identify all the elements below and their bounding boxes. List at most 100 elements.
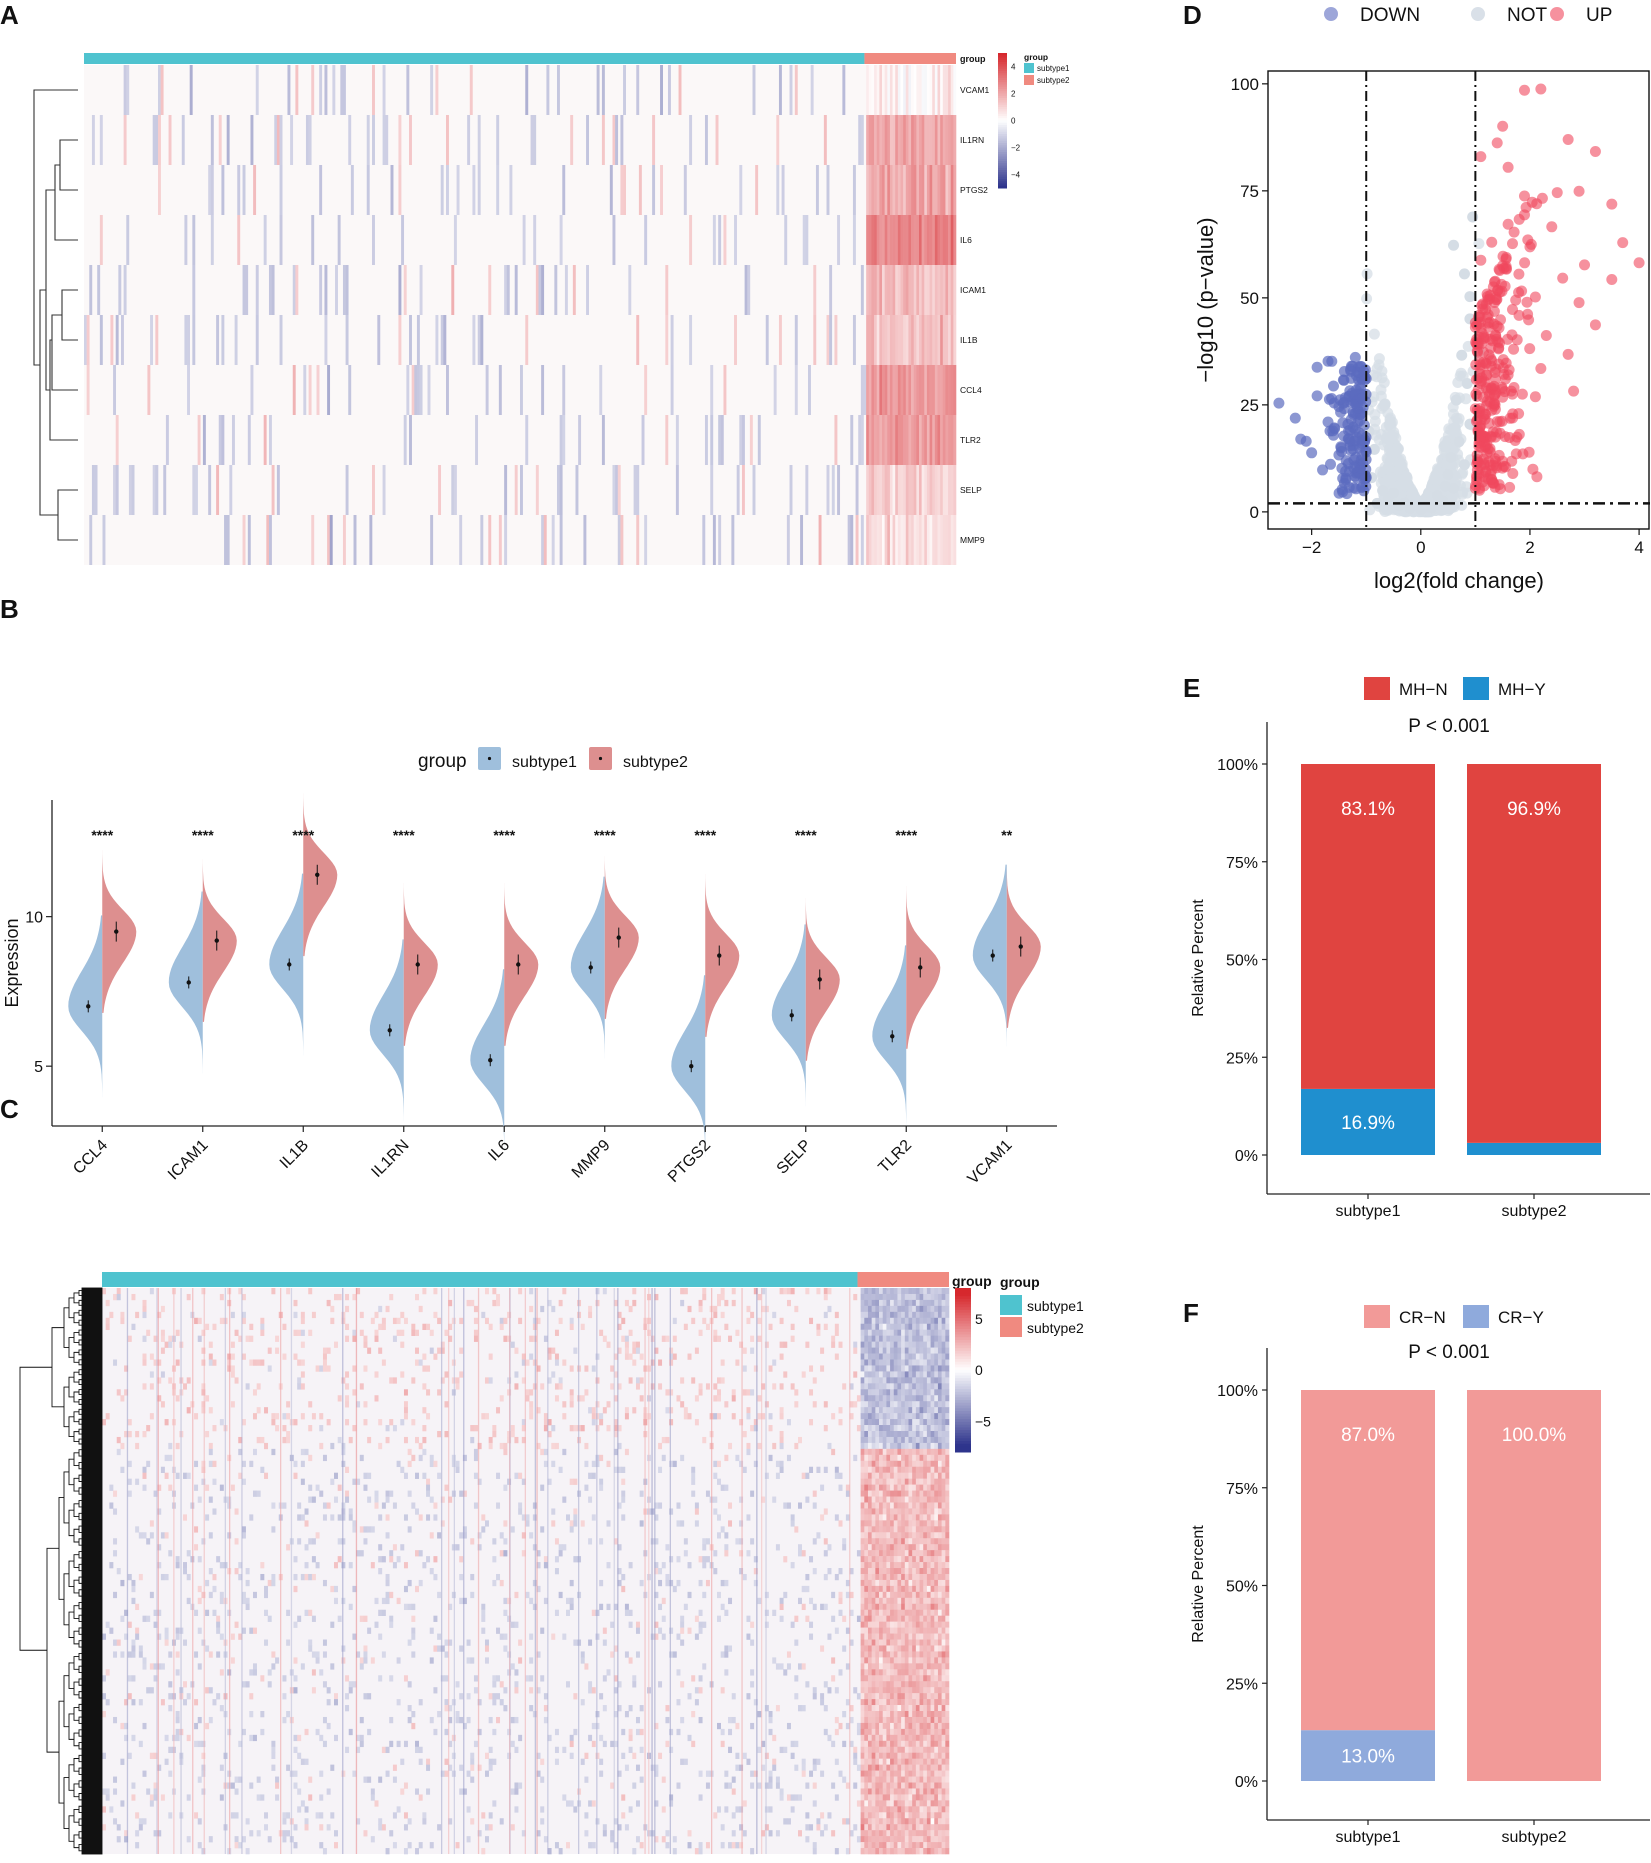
heatmap-c-cell bbox=[838, 1341, 843, 1348]
heatmap-c-cell bbox=[315, 1562, 320, 1569]
heatmap-cell bbox=[882, 515, 885, 565]
heatmap-c-cell bbox=[893, 1430, 898, 1438]
heatmap-c-cell bbox=[915, 1329, 920, 1336]
heatmap-cell bbox=[345, 265, 349, 315]
heatmap-c-cell bbox=[403, 1514, 408, 1521]
heatmap-c-cell bbox=[912, 1627, 917, 1634]
heatmap-c-cell bbox=[937, 1293, 942, 1301]
heatmap-c-cell bbox=[886, 1573, 891, 1581]
heatmap-c-cell bbox=[720, 1311, 725, 1319]
heatmap-c-cell bbox=[915, 1305, 920, 1313]
heatmap-c-cell bbox=[879, 1508, 884, 1515]
heatmap-c-cell bbox=[893, 1311, 898, 1319]
heatmap-c-cell bbox=[742, 1347, 747, 1354]
heatmap-cell bbox=[216, 465, 220, 515]
heatmap-c-cell bbox=[882, 1430, 887, 1438]
heatmap-c-cell bbox=[345, 1323, 350, 1331]
heatmap-c-cell bbox=[926, 1407, 931, 1414]
heatmap-cell bbox=[882, 265, 885, 315]
heatmap-c-cell bbox=[363, 1651, 368, 1658]
heatmap-c-cell bbox=[864, 1615, 869, 1622]
heatmap-c-cell bbox=[890, 1550, 895, 1557]
heatmap-c-cell bbox=[879, 1669, 884, 1676]
heatmap-c-cell bbox=[923, 1341, 928, 1348]
heatmap-c-cell bbox=[124, 1734, 129, 1742]
heatmap-c-cell bbox=[113, 1490, 118, 1497]
heatmap-c-cell bbox=[945, 1311, 950, 1319]
heatmap-c-cell bbox=[621, 1335, 626, 1342]
heatmap-c-cell bbox=[901, 1484, 906, 1491]
heatmap-c-cell bbox=[319, 1770, 324, 1777]
heatmap-c-cell bbox=[886, 1413, 891, 1420]
heatmap-c-cell bbox=[588, 1639, 593, 1646]
heatmap-c-cell bbox=[904, 1430, 909, 1438]
heatmap-cell bbox=[416, 315, 420, 365]
heatmap-cell bbox=[942, 365, 946, 415]
heatmap-c-cell bbox=[879, 1734, 884, 1742]
heatmap-cell bbox=[99, 215, 103, 265]
heatmap-c-cell bbox=[890, 1425, 895, 1432]
heatmap-c-cell bbox=[937, 1478, 942, 1485]
heatmap-c-cell bbox=[890, 1740, 895, 1748]
heatmap-c-cell bbox=[879, 1562, 884, 1569]
heatmap-c-cell bbox=[753, 1579, 758, 1587]
heatmap-c-cell bbox=[864, 1663, 869, 1670]
heatmap-c-cell bbox=[934, 1293, 939, 1301]
heatmap-c-cell bbox=[934, 1317, 939, 1325]
heatmap-c-cell bbox=[867, 1579, 872, 1587]
heatmap-c-cell bbox=[926, 1454, 931, 1462]
heatmap-c-cell bbox=[912, 1633, 917, 1640]
heatmap-c-cell bbox=[102, 1752, 106, 1759]
heatmap-c-cell bbox=[319, 1365, 324, 1372]
heatmap-c-cell bbox=[882, 1460, 887, 1468]
heatmap-cell bbox=[609, 165, 613, 215]
heatmap-c-cell bbox=[860, 1460, 865, 1468]
heatmap-c-cell bbox=[930, 1472, 935, 1479]
heatmap-c-cell bbox=[867, 1621, 872, 1628]
heatmap-cell bbox=[905, 65, 909, 115]
heatmap-cell bbox=[929, 515, 933, 565]
heatmap-c-cell bbox=[864, 1538, 869, 1545]
heatmap-c-cell bbox=[886, 1538, 891, 1545]
heatmap-c-cell bbox=[930, 1389, 935, 1396]
heatmap-cell bbox=[308, 365, 312, 415]
heatmap-c-cell bbox=[297, 1377, 302, 1384]
heatmap-c-cell bbox=[864, 1633, 869, 1640]
heatmap-c-cell bbox=[400, 1419, 405, 1426]
heatmap-c-cell bbox=[426, 1389, 431, 1396]
heatmap-c-cell bbox=[322, 1639, 327, 1646]
heatmap-c-cell bbox=[687, 1562, 692, 1569]
heatmap-c-cell bbox=[624, 1711, 629, 1718]
heatmap-c-cell bbox=[448, 1764, 453, 1771]
heatmap-cell bbox=[903, 515, 907, 565]
heatmap-c-cell bbox=[529, 1633, 534, 1640]
heatmap-c-cell bbox=[783, 1288, 788, 1295]
heatmap-c-cell bbox=[599, 1758, 604, 1765]
heatmap-c-cell bbox=[845, 1579, 850, 1587]
heatmap-cell bbox=[882, 465, 885, 515]
heatmap-c-cell bbox=[945, 1413, 950, 1420]
heatmap-c-cell bbox=[370, 1562, 375, 1569]
heatmap-c-cell bbox=[153, 1752, 158, 1759]
heatmap-c-cell bbox=[915, 1740, 920, 1748]
heatmap-cell bbox=[950, 415, 954, 465]
heatmap-c-cell bbox=[875, 1681, 880, 1688]
legend-label-subtype2: subtype2 bbox=[623, 754, 688, 771]
heatmap-c-cell bbox=[871, 1669, 876, 1676]
heatmap-c-cell bbox=[691, 1377, 696, 1384]
heatmap-cell bbox=[446, 365, 449, 415]
heatmap-c-cell bbox=[418, 1514, 423, 1521]
heatmap-c-cell bbox=[919, 1633, 924, 1640]
heatmap-cell bbox=[932, 115, 936, 165]
heatmap-c-cell bbox=[113, 1651, 118, 1658]
heatmap-c-cell bbox=[882, 1687, 887, 1694]
heatmap-c-cell bbox=[632, 1299, 637, 1307]
heatmap-c-cell bbox=[867, 1377, 872, 1384]
heatmap-c-cell bbox=[337, 1484, 342, 1491]
heatmap-c-cell bbox=[879, 1752, 884, 1759]
heatmap-c-cell bbox=[904, 1365, 909, 1372]
heatmap-c-cell bbox=[562, 1448, 567, 1456]
heatmap-c-cell bbox=[934, 1454, 939, 1462]
heatmap-c-cell bbox=[915, 1401, 920, 1408]
heatmap-c-cell bbox=[860, 1425, 865, 1432]
